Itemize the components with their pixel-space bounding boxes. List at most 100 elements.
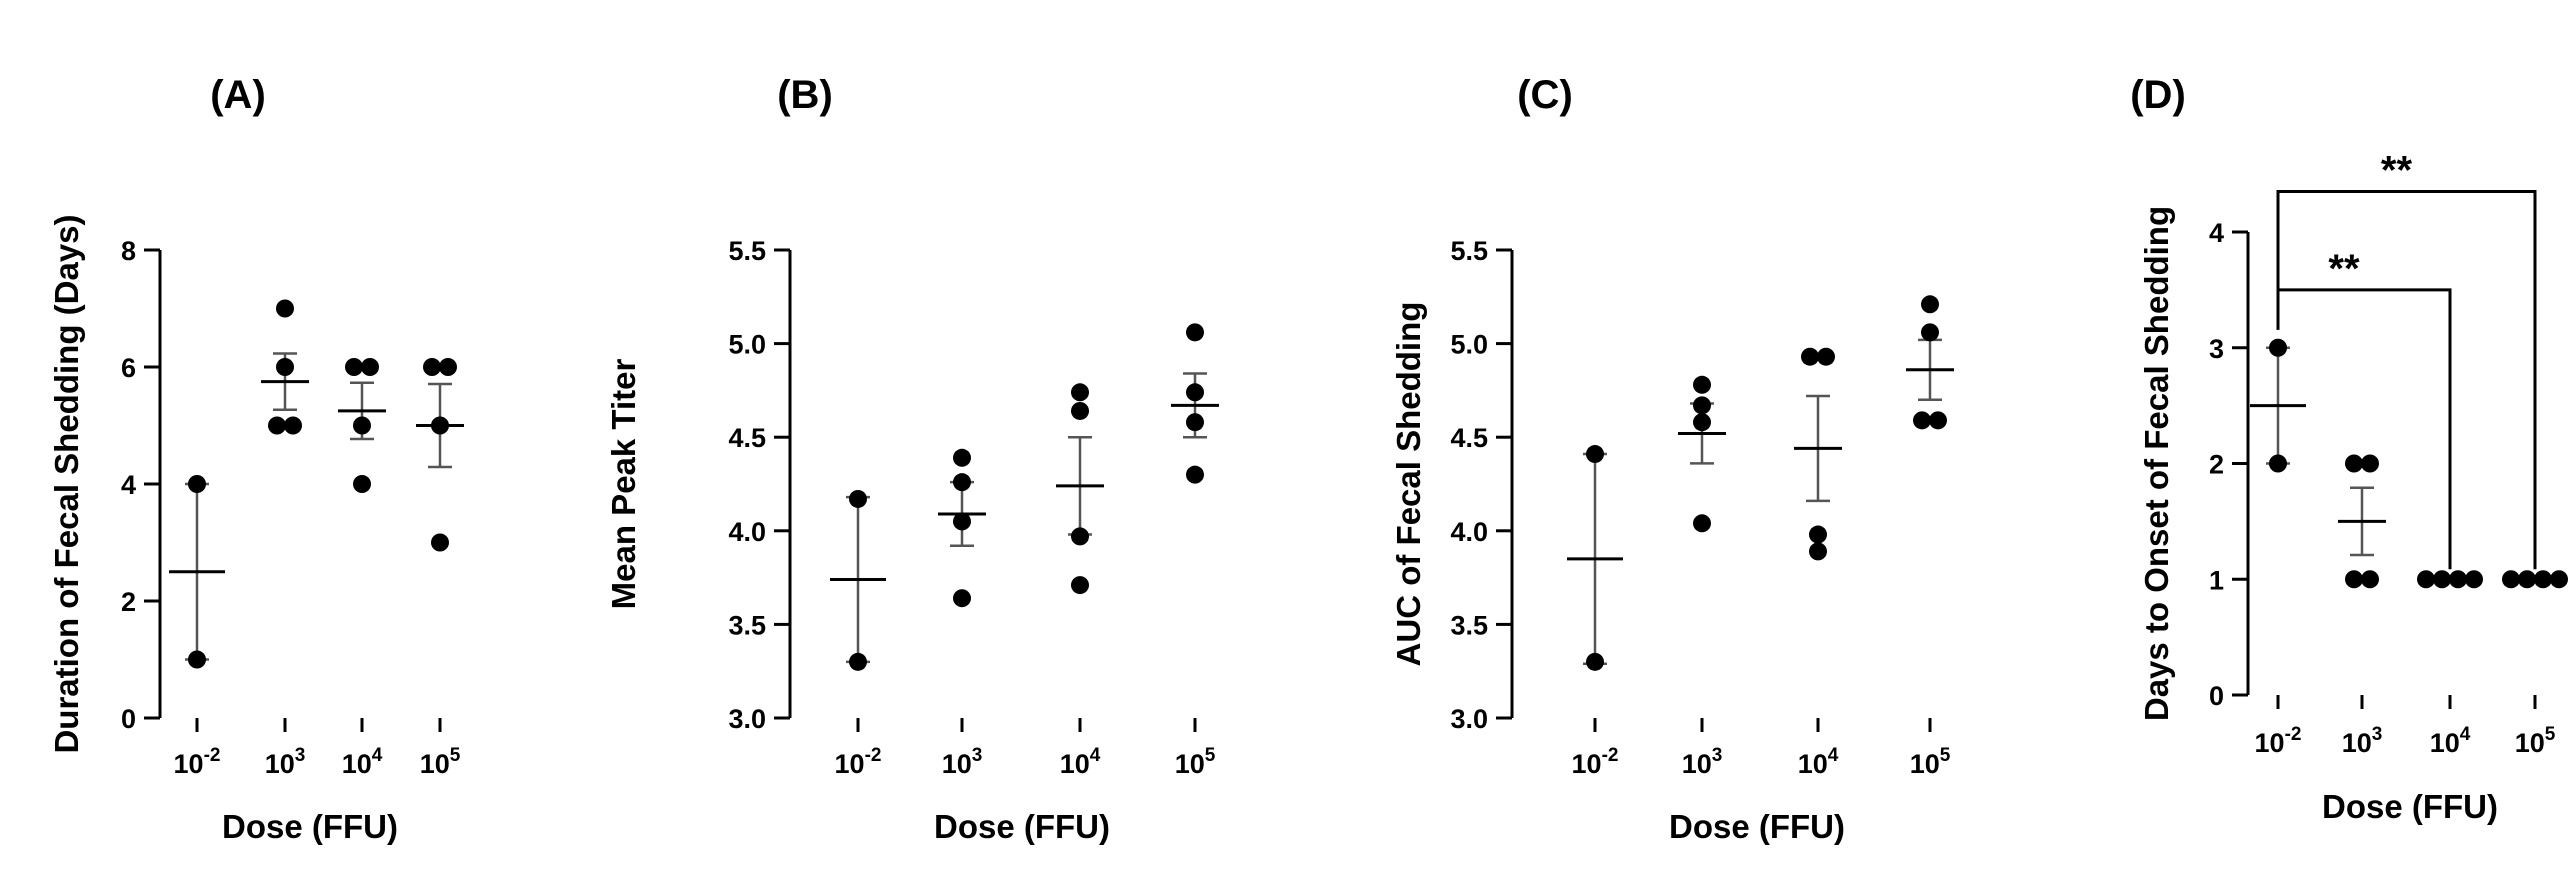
- x-tick-label: 10-2: [174, 745, 221, 779]
- x-tick-label: 103: [2342, 724, 2383, 758]
- data-point: [2449, 570, 2467, 589]
- y-axis-title: AUC of Fecal Shedding: [1390, 302, 1427, 667]
- data-point: [953, 589, 971, 608]
- panel-label: (A): [210, 73, 266, 117]
- x-tick-base: 10: [2342, 728, 2372, 758]
- data-point: [188, 475, 206, 493]
- significance-bracket: [2276, 189, 2537, 570]
- panel-label: (C): [1517, 73, 1573, 117]
- x-tick-exponent: 5: [1205, 745, 1216, 766]
- x-tick-label: 10-2: [835, 745, 882, 779]
- x-tick-label: 105: [1175, 745, 1216, 779]
- x-tick-label: 105: [1910, 745, 1951, 779]
- y-tick-label: 3.5: [728, 610, 766, 640]
- y-tick-label: 3.0: [1450, 704, 1488, 734]
- data-point: [284, 416, 302, 435]
- data-point: [2345, 454, 2363, 473]
- significance-label: **: [2328, 247, 2360, 291]
- x-tick-base: 10: [1175, 749, 1205, 779]
- data-point: [2361, 570, 2379, 589]
- data-point: [1801, 347, 1819, 366]
- y-tick-label: 0: [2209, 681, 2224, 711]
- data-point: [431, 533, 449, 552]
- y-tick-label: 4.0: [1450, 517, 1488, 547]
- y-tick-label: 2: [121, 587, 136, 617]
- x-tick-label: 104: [1798, 745, 1839, 779]
- x-tick-exponent: 5: [1940, 745, 1951, 766]
- x-tick-exponent: -2: [1602, 745, 1619, 766]
- y-tick-label: 3.0: [728, 704, 766, 734]
- x-tick-exponent: -2: [2285, 724, 2302, 745]
- significance-bracket: [2276, 288, 2452, 570]
- panel-label: (D): [2130, 73, 2186, 117]
- y-tick-label: 3: [2209, 334, 2224, 364]
- x-tick-exponent: 3: [1712, 745, 1723, 766]
- y-tick-label: 5.5: [1450, 236, 1488, 266]
- x-tick-exponent: 5: [450, 745, 461, 766]
- data-point: [849, 489, 867, 508]
- data-point: [1809, 542, 1827, 561]
- y-tick-label: 8: [121, 236, 136, 266]
- data-point: [2518, 570, 2536, 589]
- y-axis-title: Days to Onset of Fecal Shedding: [2138, 206, 2175, 721]
- data-point: [2417, 570, 2435, 589]
- x-tick-exponent: -2: [204, 745, 221, 766]
- data-point: [268, 416, 286, 435]
- data-point: [2345, 570, 2363, 589]
- x-tick-label: 103: [942, 745, 983, 779]
- data-point: [2502, 570, 2520, 589]
- data-point: [1693, 413, 1711, 432]
- y-tick-label: 4.5: [1450, 423, 1488, 453]
- data-point: [1186, 323, 1204, 342]
- y-tick-label: 0: [121, 704, 136, 734]
- data-point: [953, 512, 971, 531]
- x-tick-exponent: 3: [972, 745, 983, 766]
- x-tick-base: 10: [1572, 749, 1602, 779]
- x-tick-label: 10-2: [1572, 745, 1619, 779]
- y-tick-label: 5.0: [728, 330, 766, 360]
- x-tick-base: 10: [2430, 728, 2460, 758]
- data-point: [276, 299, 294, 318]
- x-tick-label: 105: [2515, 724, 2556, 758]
- x-tick-base: 10: [342, 749, 372, 779]
- data-point: [1586, 652, 1604, 671]
- x-tick-exponent: 4: [1828, 745, 1839, 766]
- data-point: [1186, 413, 1204, 432]
- x-tick-exponent: 3: [295, 745, 306, 766]
- data-point: [2433, 570, 2451, 589]
- data-point: [276, 358, 294, 376]
- y-tick-label: 5.0: [1450, 330, 1488, 360]
- x-tick-base: 10: [1910, 749, 1940, 779]
- x-tick-base: 10: [174, 749, 204, 779]
- y-tick-label: 4: [2209, 218, 2224, 248]
- data-point: [2269, 454, 2287, 473]
- data-point: [2361, 454, 2379, 473]
- data-point: [1817, 347, 1835, 366]
- x-tick-exponent: 4: [1090, 745, 1101, 766]
- data-point: [423, 358, 441, 376]
- x-tick-label: 10-2: [2255, 724, 2302, 758]
- y-tick-label: 4: [121, 470, 136, 500]
- x-tick-base: 10: [835, 749, 865, 779]
- data-point: [2465, 570, 2483, 589]
- data-point: [953, 473, 971, 492]
- data-point: [1071, 576, 1089, 595]
- data-point: [439, 358, 457, 376]
- data-point: [345, 358, 363, 376]
- data-point: [353, 416, 371, 435]
- y-tick-label: 4.0: [728, 517, 766, 547]
- x-tick-base: 10: [265, 749, 295, 779]
- data-point: [1586, 445, 1604, 464]
- x-tick-base: 10: [420, 749, 450, 779]
- data-point: [1071, 527, 1089, 546]
- y-tick-label: 6: [121, 353, 136, 383]
- x-tick-exponent: 5: [2545, 724, 2556, 745]
- significance-label: **: [2381, 148, 2413, 192]
- data-point: [1921, 323, 1939, 342]
